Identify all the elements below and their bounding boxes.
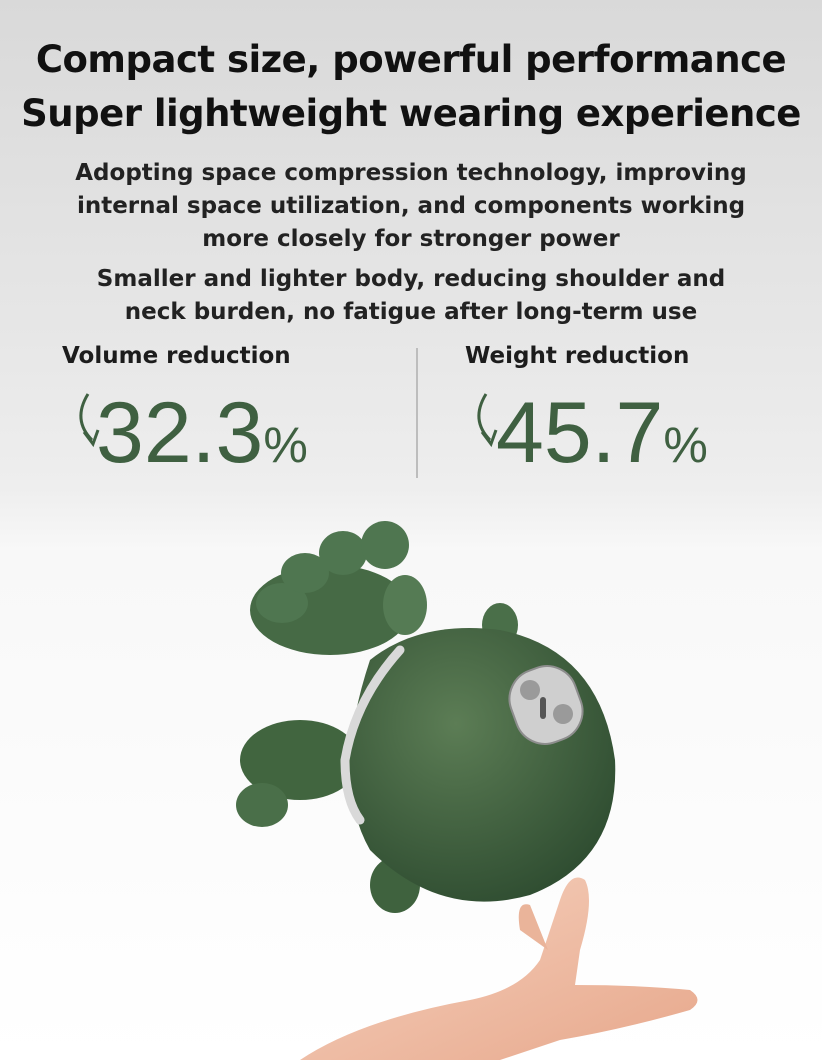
finger bbox=[518, 904, 548, 950]
button bbox=[520, 680, 540, 700]
headline: Compact size, powerful performance bbox=[35, 38, 787, 81]
paragraph-line: Adopting space compression technology, i… bbox=[75, 160, 747, 186]
hand bbox=[300, 877, 698, 1060]
paragraph-line: internal space utilization, and componen… bbox=[76, 193, 746, 219]
stat-number: 45.7 bbox=[496, 385, 664, 481]
button bbox=[553, 704, 573, 724]
stat-label: Weight reduction bbox=[465, 343, 690, 369]
button bbox=[540, 697, 546, 719]
stat-value: 45.7% bbox=[496, 384, 708, 483]
stat-label: Volume reduction bbox=[62, 343, 291, 369]
paragraph-line: neck burden, no fatigue after long-term … bbox=[124, 299, 698, 325]
divider bbox=[416, 348, 418, 478]
headline: Super lightweight wearing experience bbox=[21, 92, 801, 135]
paragraph-line: Smaller and lighter body, reducing shoul… bbox=[96, 266, 726, 292]
metal-strip bbox=[340, 645, 405, 825]
stat-number: 32.3 bbox=[96, 385, 264, 481]
paragraph-line: more closely for stronger power bbox=[202, 226, 620, 252]
massager-arm-bottom bbox=[236, 720, 420, 913]
stat-value: 32.3% bbox=[96, 384, 308, 483]
stat-unit: % bbox=[663, 417, 708, 473]
stat-unit: % bbox=[263, 417, 308, 473]
